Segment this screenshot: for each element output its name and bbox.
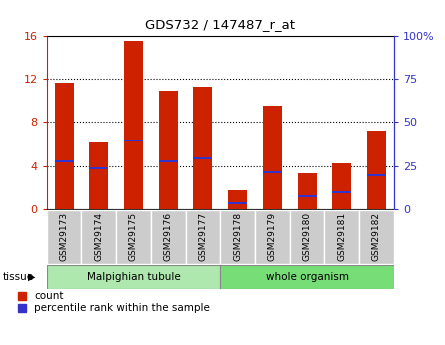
FancyBboxPatch shape [255,210,290,264]
Bar [332,164,351,209]
Bar [55,160,73,162]
FancyBboxPatch shape [290,210,324,264]
Text: GSM29178: GSM29178 [233,211,242,260]
Bar [89,167,108,169]
Text: tissue: tissue [2,272,33,282]
Legend: count, percentile rank within the sample: count, percentile rank within the sample [18,291,210,313]
Bar [263,171,282,172]
Bar [332,191,351,193]
Bar [367,131,386,209]
Bar [298,195,316,197]
Bar [228,190,247,209]
Text: GSM29175: GSM29175 [129,211,138,260]
Text: GSM29182: GSM29182 [372,211,381,260]
FancyBboxPatch shape [186,210,220,264]
Text: ▶: ▶ [28,272,36,282]
Bar [124,140,143,141]
FancyBboxPatch shape [151,210,186,264]
FancyBboxPatch shape [324,210,359,264]
Text: GDS732 / 147487_r_at: GDS732 / 147487_r_at [145,18,295,31]
Bar [367,174,386,176]
Bar [263,106,282,209]
Bar [124,40,143,209]
Bar [159,91,178,209]
Text: GSM29181: GSM29181 [337,211,346,260]
FancyBboxPatch shape [220,265,394,289]
Text: GSM29180: GSM29180 [303,211,312,260]
Text: Malpighian tubule: Malpighian tubule [87,272,180,282]
Bar [194,157,212,159]
Text: whole organism: whole organism [266,272,348,282]
Bar [55,82,73,209]
Text: GSM29179: GSM29179 [268,211,277,260]
FancyBboxPatch shape [47,210,81,264]
Text: GSM29173: GSM29173 [60,211,69,260]
FancyBboxPatch shape [359,210,394,264]
Bar [298,173,316,209]
FancyBboxPatch shape [116,210,151,264]
Bar [159,160,178,162]
Text: GSM29177: GSM29177 [198,211,207,260]
FancyBboxPatch shape [47,265,220,289]
FancyBboxPatch shape [81,210,116,264]
FancyBboxPatch shape [220,210,255,264]
Text: GSM29174: GSM29174 [94,211,103,260]
Bar [194,87,212,209]
Bar [228,202,247,204]
Bar [89,142,108,209]
Text: GSM29176: GSM29176 [164,211,173,260]
